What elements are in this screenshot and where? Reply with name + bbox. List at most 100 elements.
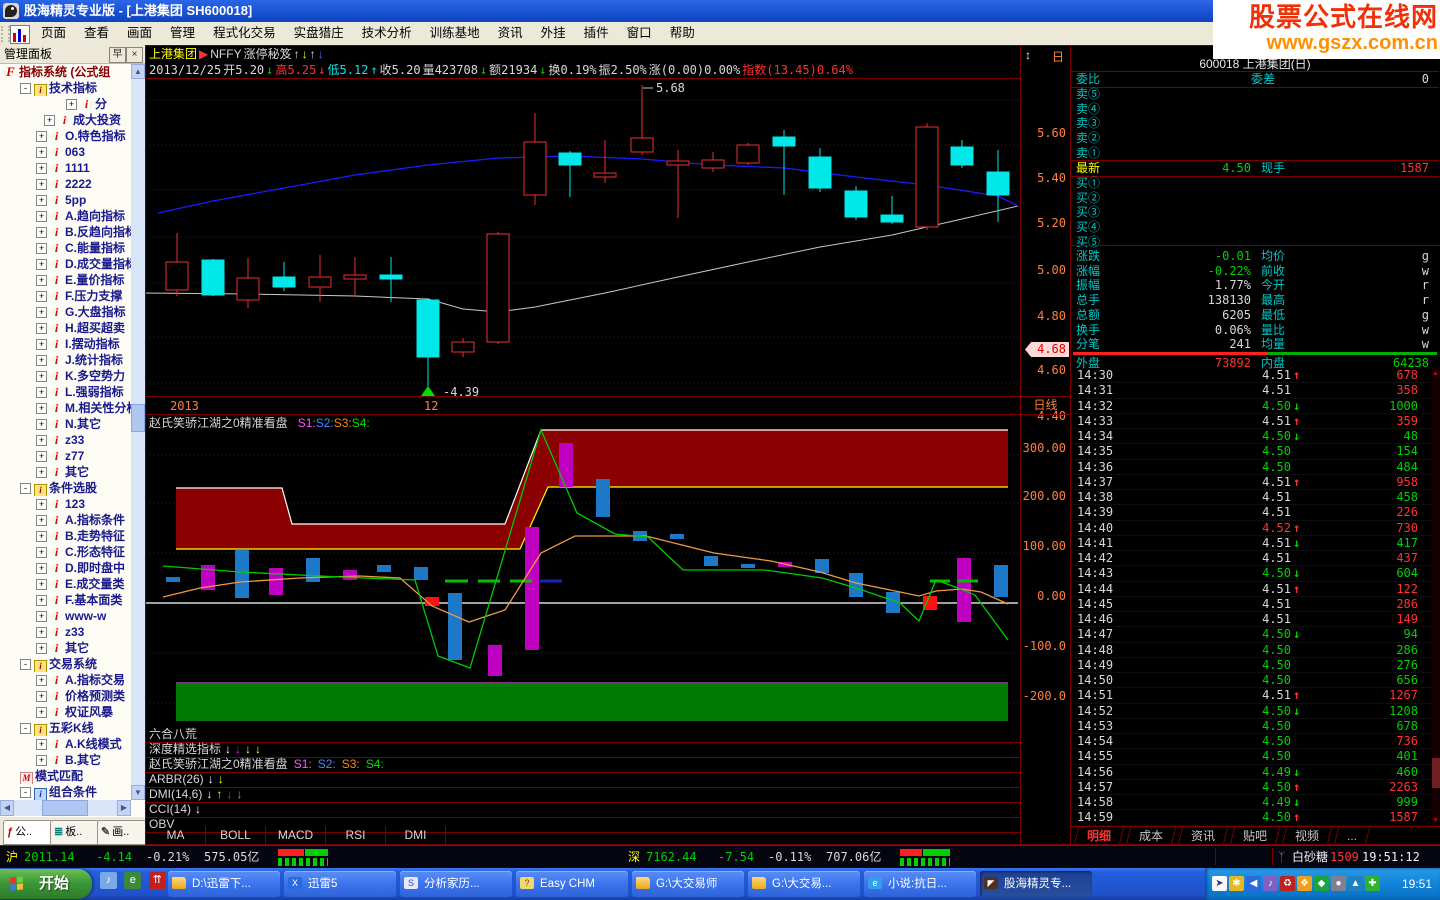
tree-item[interactable]: - i 五彩K线 bbox=[0, 720, 131, 736]
chart-tab-MA[interactable]: MA bbox=[145, 826, 206, 844]
sidebar-pin-button[interactable]: 早 bbox=[109, 47, 126, 63]
expand-icon[interactable]: + bbox=[36, 371, 47, 382]
tree-item[interactable]: + i 123 bbox=[0, 496, 131, 512]
quote-tab-...[interactable]: ... bbox=[1333, 827, 1371, 845]
tree-item[interactable]: + i C.能量指标 bbox=[0, 240, 131, 256]
expand-icon[interactable]: + bbox=[36, 707, 47, 718]
expand-icon[interactable]: + bbox=[36, 131, 47, 142]
expand-icon[interactable]: + bbox=[36, 739, 47, 750]
tree-item[interactable]: + i H.超买超卖 bbox=[0, 320, 131, 336]
tree-item[interactable]: - i 条件选股 bbox=[0, 480, 131, 496]
title-bar[interactable]: 股海精灵专业版 - [上港集团 SH600018] bbox=[0, 0, 1440, 22]
expand-icon[interactable]: + bbox=[36, 339, 47, 350]
expand-icon[interactable]: + bbox=[36, 579, 47, 590]
expand-icon[interactable]: + bbox=[36, 531, 47, 542]
lower-indicator-chart[interactable] bbox=[145, 415, 1020, 728]
scroll-up-icon[interactable]: ▲ bbox=[131, 64, 145, 79]
expand-icon[interactable]: + bbox=[36, 307, 47, 318]
tree-item[interactable]: - i 交易系统 bbox=[0, 656, 131, 672]
tree-item[interactable]: + i G.大盘指标 bbox=[0, 304, 131, 320]
menu-资讯[interactable]: 资讯 bbox=[497, 26, 523, 40]
tree-item[interactable]: M 模式匹配 bbox=[0, 768, 131, 784]
tree-item[interactable]: + i 5pp bbox=[0, 192, 131, 208]
tray-icon[interactable]: ♻ bbox=[1280, 876, 1295, 892]
tree-item[interactable]: + i I.摆动指标 bbox=[0, 336, 131, 352]
tree-item[interactable]: - i 组合条件 bbox=[0, 784, 131, 800]
tree-item[interactable]: + i z33 bbox=[0, 624, 131, 640]
expand-icon[interactable]: - bbox=[20, 659, 31, 670]
tree-item[interactable]: + i E.量价指标 bbox=[0, 272, 131, 288]
period-label[interactable]: 日线 bbox=[1021, 396, 1070, 415]
tree-item[interactable]: + i A.指标条件 bbox=[0, 512, 131, 528]
menu-grip[interactable] bbox=[1, 26, 10, 42]
tray-icon[interactable]: ● bbox=[1331, 876, 1346, 892]
tree-item[interactable]: - i 技术指标 bbox=[0, 80, 131, 96]
tree-item[interactable]: + i z33 bbox=[0, 432, 131, 448]
tray-icon[interactable]: ❖ bbox=[1297, 876, 1312, 892]
tree-item[interactable]: + i J.统计指标 bbox=[0, 352, 131, 368]
quote-tab-视频[interactable]: 视频 bbox=[1281, 827, 1333, 845]
expand-icon[interactable]: + bbox=[36, 435, 47, 446]
expand-icon[interactable]: - bbox=[20, 83, 31, 94]
quote-tab-贴吧[interactable]: 贴吧 bbox=[1229, 827, 1281, 845]
expand-icon[interactable]: + bbox=[36, 195, 47, 206]
menu-页面[interactable]: 页面 bbox=[41, 26, 67, 40]
chart-tab-BOLL[interactable]: BOLL bbox=[205, 826, 266, 844]
tree-item[interactable]: + i 成大投资 bbox=[0, 112, 131, 128]
tray-icon[interactable]: ➤ bbox=[1212, 876, 1227, 892]
expand-icon[interactable]: + bbox=[36, 675, 47, 686]
indicator-row[interactable]: OBV bbox=[145, 818, 1020, 833]
task-button[interactable]: G:\大交易... bbox=[748, 871, 860, 897]
menu-程式化交易[interactable]: 程式化交易 bbox=[213, 26, 276, 40]
tree-item[interactable]: + i 分 bbox=[0, 96, 131, 112]
expand-icon[interactable]: + bbox=[36, 691, 47, 702]
tree-item[interactable]: + i 1111 bbox=[0, 160, 131, 176]
period-toggle-icon[interactable]: ↕ bbox=[1025, 48, 1031, 62]
expand-icon[interactable]: + bbox=[36, 227, 47, 238]
tree-item[interactable]: + i z77 bbox=[0, 448, 131, 464]
tree-item[interactable]: + i D.成交量指标 bbox=[0, 256, 131, 272]
tree-item[interactable]: + i B.走势特征 bbox=[0, 528, 131, 544]
tree-item[interactable]: + i 063 bbox=[0, 144, 131, 160]
tree-item[interactable]: + i 权证风暴 bbox=[0, 704, 131, 720]
tree-item[interactable]: + i B.反趋向指标 bbox=[0, 224, 131, 240]
chart-tab-MACD[interactable]: MACD bbox=[265, 826, 326, 844]
expand-icon[interactable]: + bbox=[36, 419, 47, 430]
tree-item[interactable]: + i www-w bbox=[0, 608, 131, 624]
expand-icon[interactable]: + bbox=[36, 627, 47, 638]
expand-icon[interactable]: + bbox=[36, 323, 47, 334]
indicator-row[interactable]: 深度精选指标 ↓ ↓ ↓ ↓ bbox=[145, 743, 1020, 758]
expand-icon[interactable]: + bbox=[36, 611, 47, 622]
expand-icon[interactable]: + bbox=[36, 147, 47, 158]
expand-icon[interactable]: + bbox=[36, 547, 47, 558]
menu-训练基地[interactable]: 训练基地 bbox=[429, 26, 480, 40]
expand-icon[interactable]: + bbox=[36, 243, 47, 254]
expand-icon[interactable]: + bbox=[36, 355, 47, 366]
tree-item[interactable]: + i 其它 bbox=[0, 640, 131, 656]
task-button[interactable]: X 迅雷5 bbox=[284, 871, 396, 897]
sidebar-tab-list[interactable]: ≣ 板.. bbox=[50, 820, 100, 845]
chart-tab-DMI[interactable]: DMI bbox=[385, 826, 446, 844]
quote-tab-明细[interactable]: 明细 bbox=[1073, 827, 1125, 845]
scroll-right-icon[interactable]: ▶ bbox=[117, 800, 131, 816]
expand-icon[interactable]: + bbox=[36, 403, 47, 414]
tree-item[interactable]: + i B.其它 bbox=[0, 752, 131, 768]
expand-icon[interactable]: + bbox=[44, 115, 55, 126]
tree-item[interactable]: + i N.其它 bbox=[0, 416, 131, 432]
task-button[interactable]: ◤ 股海精灵专... bbox=[980, 871, 1092, 897]
tree-item[interactable]: + i 2222 bbox=[0, 176, 131, 192]
ad-banner[interactable]: 股票公式在线网 www.gszx.com.cn bbox=[1213, 0, 1440, 59]
expand-icon[interactable]: + bbox=[36, 499, 47, 510]
task-button[interactable]: G:\大交易师 bbox=[632, 871, 744, 897]
menu-帮助[interactable]: 帮助 bbox=[669, 26, 695, 40]
tree-item[interactable]: + i L.强弱指标 bbox=[0, 384, 131, 400]
tree-item[interactable]: + i O.特色指标 bbox=[0, 128, 131, 144]
task-button[interactable]: e 小说:抗日... bbox=[864, 871, 976, 897]
sidebar-vertical-scrollbar[interactable]: ▲ ▼ bbox=[131, 64, 145, 800]
tree-item[interactable]: + i D.即时盘中 bbox=[0, 560, 131, 576]
tree-item[interactable]: + i A.K线模式 bbox=[0, 736, 131, 752]
tray-icon[interactable]: ▲ bbox=[1348, 876, 1363, 892]
quick-launch-icon[interactable]: ♪ bbox=[100, 872, 117, 889]
indicator-row[interactable]: DMI(14,6) ↓ ↑ ↓ ↓ bbox=[145, 788, 1020, 803]
expand-icon[interactable]: + bbox=[36, 467, 47, 478]
